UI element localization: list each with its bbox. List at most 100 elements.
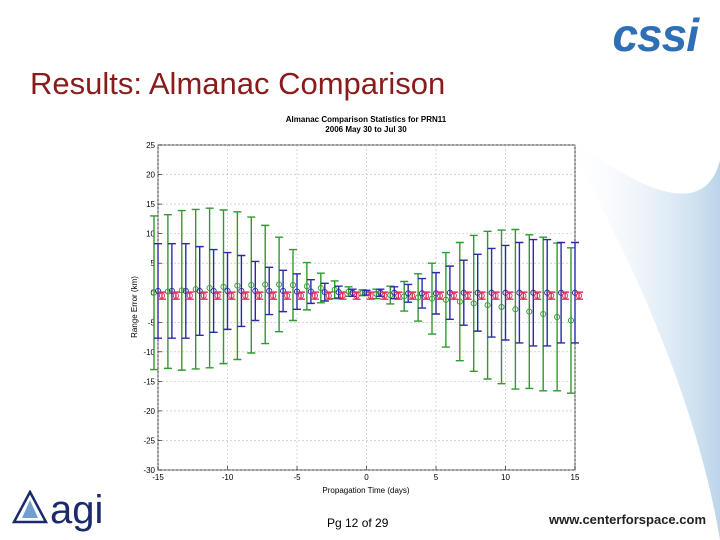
agi-icon	[12, 490, 48, 524]
mean-marker	[206, 284, 213, 292]
mean-marker	[172, 292, 179, 299]
error-bar	[511, 228, 520, 390]
mean-marker	[158, 292, 166, 299]
mean-marker	[367, 292, 374, 299]
chart-title: Almanac Comparison Statistics for PRN11	[286, 115, 447, 124]
mean-marker	[470, 300, 477, 307]
mean-marker	[409, 292, 416, 299]
mean-marker	[401, 293, 408, 300]
mean-marker	[554, 313, 561, 321]
mean-marker	[224, 287, 231, 295]
error-bar	[261, 224, 270, 345]
mean-marker	[270, 292, 277, 299]
error-bar	[163, 214, 172, 370]
mean-marker	[297, 292, 305, 299]
error-bar	[219, 209, 228, 365]
logo: cssi	[612, 9, 699, 61]
mean-marker	[540, 310, 547, 318]
footer-url: www.centerforspace.com	[548, 512, 706, 527]
error-bar	[167, 242, 176, 339]
mean-marker	[450, 292, 457, 299]
error-bar	[497, 229, 506, 385]
mean-marker	[395, 292, 402, 299]
x-tick-label: 0	[364, 473, 369, 482]
mean-marker	[436, 292, 444, 299]
y-tick-label: -10	[143, 348, 155, 357]
error-bar	[154, 242, 162, 339]
mean-marker	[252, 287, 259, 295]
error-bar	[223, 251, 232, 331]
error-bar	[400, 280, 409, 312]
mean-marker	[506, 292, 513, 299]
mean-marker	[168, 287, 175, 295]
agi-triangle-inner	[22, 500, 38, 518]
swoosh	[560, 130, 720, 540]
y-tick-label: 0	[151, 289, 156, 298]
mean-marker	[289, 281, 297, 289]
y-tick-label: 5	[151, 259, 156, 268]
slide-title: Results: Almanac Comparison	[30, 66, 446, 101]
x-tick-label: 15	[571, 473, 580, 482]
mean-marker	[575, 292, 583, 299]
mean-marker	[303, 283, 310, 290]
x-tick-label: -15	[152, 473, 164, 482]
mean-marker	[484, 302, 491, 309]
error-bar	[428, 262, 436, 335]
mean-marker	[512, 306, 519, 313]
page-number: Pg 12 of 29	[327, 516, 389, 530]
error-bar	[205, 207, 214, 369]
mean-marker	[228, 292, 235, 299]
y-tick-label: -15	[143, 377, 155, 386]
mean-marker	[262, 281, 269, 288]
error-bar	[418, 277, 427, 309]
error-bar	[247, 216, 256, 354]
error-bar	[483, 230, 492, 380]
mean-marker	[214, 292, 221, 299]
error-bar	[525, 234, 534, 390]
mean-marker	[196, 287, 203, 295]
mean-marker	[234, 282, 241, 289]
x-tick-label: 10	[501, 473, 510, 482]
mean-marker	[478, 292, 485, 299]
mean-marker	[423, 292, 430, 299]
error-bar	[414, 273, 423, 322]
error-bar	[150, 215, 158, 371]
error-bar	[539, 236, 548, 392]
error-bar	[191, 208, 200, 370]
mean-marker	[415, 294, 422, 301]
mean-marker	[248, 281, 255, 289]
error-bar	[469, 234, 478, 373]
error-bar	[265, 266, 274, 316]
mean-marker	[339, 292, 346, 299]
x-axis-label: Propagation Time (days)	[322, 486, 409, 495]
mean-marker	[534, 292, 541, 299]
mean-marker	[150, 289, 158, 296]
error-bar	[275, 236, 284, 333]
error-bar	[237, 254, 246, 328]
y-tick-label: 15	[146, 200, 155, 209]
mean-marker	[353, 292, 360, 299]
mean-marker	[526, 308, 533, 315]
y-tick-label: 10	[146, 230, 155, 239]
logo: agi	[50, 488, 104, 532]
error-bar	[302, 261, 311, 311]
y-tick-label: -5	[148, 318, 156, 327]
mean-marker	[548, 292, 555, 299]
mean-marker	[456, 298, 463, 305]
mean-marker	[520, 292, 527, 299]
mean-marker	[498, 303, 505, 310]
error-bar	[567, 247, 575, 394]
mean-marker	[266, 287, 273, 295]
chart-subtitle: 2006 May 30 to Jul 30	[325, 125, 407, 134]
error-bar	[195, 245, 204, 336]
x-tick-label: 5	[434, 473, 439, 482]
mean-marker	[492, 292, 499, 299]
mean-marker	[186, 292, 193, 299]
mean-marker	[256, 292, 263, 299]
mean-marker	[567, 317, 575, 324]
mean-marker	[317, 284, 324, 292]
mean-marker	[464, 292, 471, 299]
